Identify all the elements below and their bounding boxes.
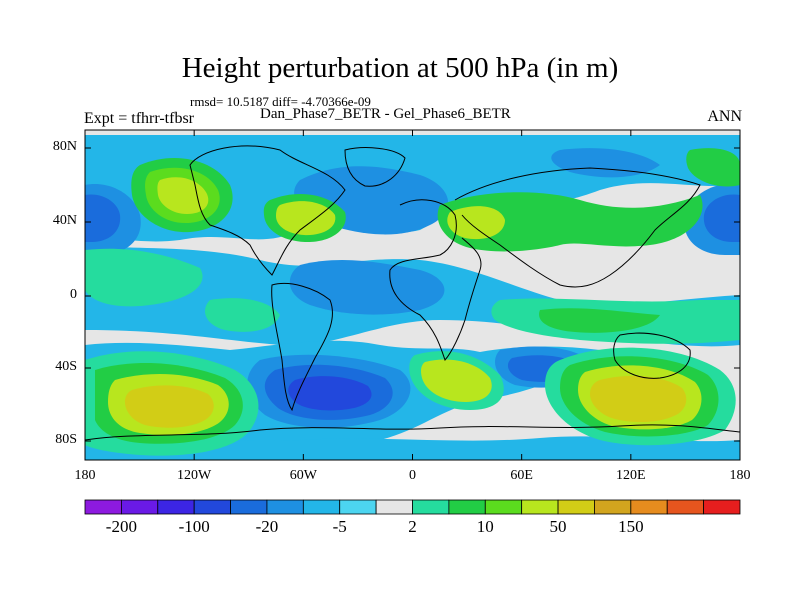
contour-positive-lobe: [421, 359, 492, 402]
coastline-europe-africa: [389, 199, 482, 361]
colorbar-label: -5: [332, 517, 347, 536]
colorbar-box: [594, 499, 632, 515]
colorbar-box: [703, 499, 741, 515]
colorbar-box: [521, 499, 559, 515]
longitude-tick-label: 180: [729, 468, 751, 483]
latitude-tick-label: 0: [70, 287, 77, 302]
colorbar-label: 2: [408, 517, 417, 536]
contour-positive-lobe: [686, 148, 740, 187]
contour-positive-lobe: [590, 375, 687, 423]
axis-ticks: [84, 130, 741, 460]
contour-negative-core: [288, 376, 372, 411]
longitude-tick-label: 60E: [510, 468, 533, 483]
colorbar-box: [120, 499, 159, 515]
colorbar-box: [557, 499, 595, 515]
contour-negative-core: [289, 260, 445, 315]
colorbar-box: [193, 499, 231, 515]
coastline-asia: [454, 167, 701, 288]
plot-title: Height perturbation at 500 hPa (in m): [181, 52, 619, 84]
longitude-tick-label: 60W: [289, 468, 317, 483]
contour-negative-core: [703, 194, 740, 242]
latitude-tick-label: 80S: [55, 432, 77, 447]
colorbar-box: [484, 499, 523, 515]
colorbar-label: -100: [178, 517, 210, 536]
contour-positive-lobe: [124, 385, 214, 428]
colorbar-box: [448, 499, 486, 515]
colorbar-label: 10: [476, 517, 494, 536]
colorbar-box: [412, 499, 450, 515]
contour-negative-band-polar: [85, 436, 740, 460]
colorbar-box: [666, 499, 705, 515]
longitude-tick-label: 180: [74, 468, 96, 483]
colorbar-box: [375, 499, 413, 515]
coastlines: [85, 145, 740, 441]
colorbar-box: [339, 499, 377, 515]
comparison-label: Dan_Phase7_BETR - Gel_Phase6_BETR: [260, 106, 511, 122]
contour-positive-center: [447, 206, 505, 240]
contour-negative-core: [551, 148, 660, 178]
contour-positive-center: [276, 201, 336, 236]
colorbar-box: [84, 499, 122, 515]
longitude-tick-label: 0: [409, 468, 416, 483]
colorbar-label: -200: [105, 517, 137, 536]
season-label: ANN: [707, 108, 742, 125]
contour-negative-core: [85, 194, 121, 242]
coastline-north-america: [189, 145, 346, 276]
statistics-line: rmsd= 10.5187 diff= -4.70366e-09: [190, 94, 371, 109]
colorbar-box: [230, 499, 268, 515]
colorbar-label: 150: [618, 517, 644, 536]
latitude-tick-label: 80N: [52, 139, 77, 154]
colorbar-label: 50: [549, 517, 567, 536]
contour-positive-center: [437, 192, 703, 252]
contour-positive-patch: [205, 298, 280, 332]
coastline-antarctica: [85, 424, 740, 441]
experiment-label: Expt = tfhrr-tfbsr: [84, 110, 195, 127]
contour-positive-patch: [85, 248, 203, 307]
longitude-tick-label: 120W: [177, 468, 212, 483]
colorbar-box: [630, 499, 668, 515]
contour-field: [85, 130, 740, 460]
colorbar-box: [157, 499, 195, 515]
coastline-australia: [613, 332, 691, 379]
colorbar-box: [266, 499, 304, 515]
coastline-south-america: [271, 282, 333, 412]
latitude-tick-label: 40S: [55, 359, 77, 374]
colorbar-box: [302, 499, 341, 515]
latitude-tick-label: 40N: [52, 213, 77, 228]
coastline-greenland: [344, 147, 406, 187]
contour-positive-patch: [539, 308, 660, 333]
colorbar-label: -20: [255, 517, 279, 536]
longitude-tick-label: 120E: [616, 468, 646, 483]
